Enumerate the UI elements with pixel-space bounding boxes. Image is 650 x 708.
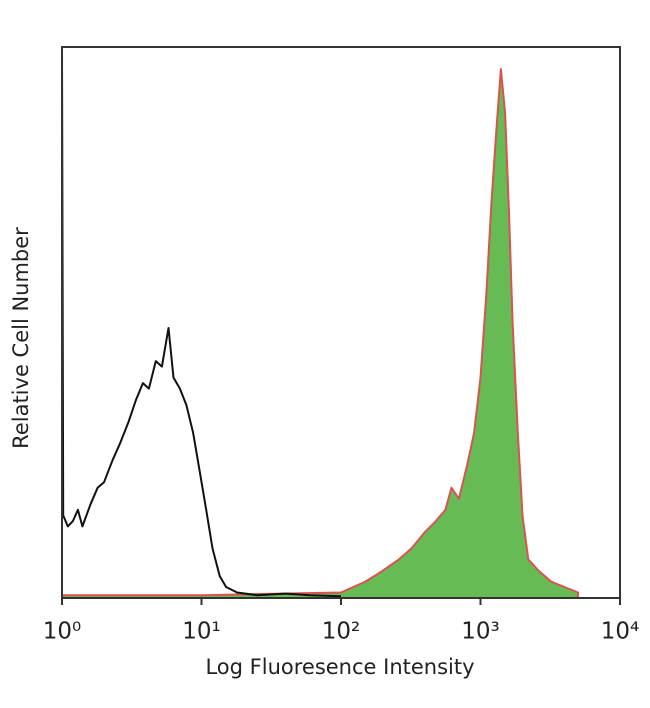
x-tick-label: 10⁰ (43, 619, 82, 645)
y-axis-label: Relative Cell Number (9, 227, 33, 449)
plot-frame (61, 46, 621, 599)
histogram-area (61, 68, 579, 599)
x-tick-label: 10³ (461, 619, 500, 645)
x-tick-label: 10² (322, 619, 361, 645)
histogram-line (61, 52, 342, 598)
x-tick-label: 10⁴ (601, 619, 640, 645)
x-axis-label: Log Fluoresence Intensity (205, 655, 474, 679)
x-tick-label: 10¹ (182, 619, 221, 645)
